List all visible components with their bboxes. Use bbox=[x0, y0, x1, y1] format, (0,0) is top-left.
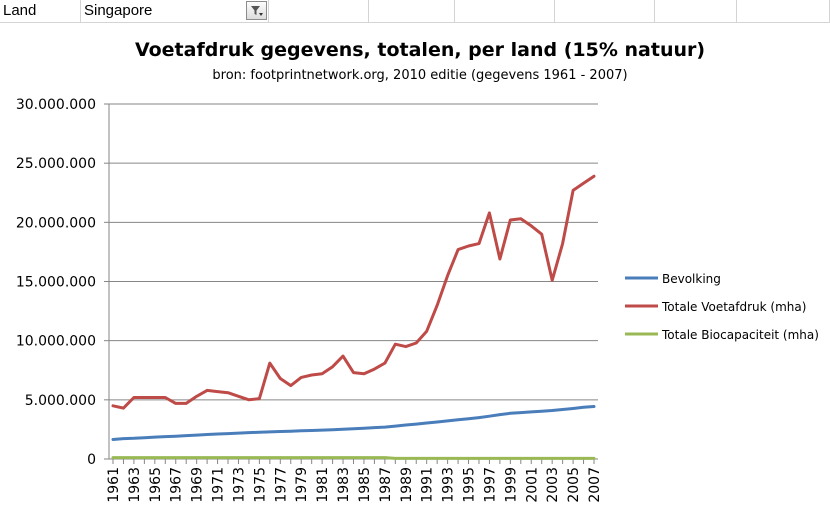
filter-dropdown-button[interactable] bbox=[246, 1, 267, 20]
y-tick-label: 30.000.000 bbox=[16, 97, 96, 113]
x-tick-label: 1997 bbox=[482, 467, 498, 503]
x-tick-label: 1995 bbox=[462, 467, 478, 503]
x-tick-label: 1961 bbox=[106, 467, 122, 503]
legend-label: Bevolking bbox=[662, 272, 721, 286]
x-tick-label: 1981 bbox=[315, 467, 331, 503]
legend-label: Totale Voetafdruk (mha) bbox=[661, 300, 806, 314]
x-tick-label: 1985 bbox=[357, 467, 373, 503]
series-line-1 bbox=[111, 405, 596, 441]
x-tick-label: 1973 bbox=[231, 467, 247, 503]
x-tick-label: 1979 bbox=[294, 467, 310, 503]
x-tick-label: 2001 bbox=[524, 467, 540, 503]
y-tick-label: 0 bbox=[87, 452, 96, 468]
filter-dropdown-icon bbox=[251, 6, 263, 16]
chart-subtitle: bron: footprintnetwork.org, 2010 editie … bbox=[212, 68, 627, 83]
x-tick-label: 1963 bbox=[127, 467, 143, 503]
chart-title: Voetafdruk gegevens, totalen, per land (… bbox=[135, 39, 705, 61]
y-tick-label: 20.000.000 bbox=[16, 215, 96, 231]
country-value-cell[interactable]: Singapore bbox=[81, 0, 269, 22]
y-tick-label: 15.000.000 bbox=[16, 275, 96, 291]
x-tick-label: 1969 bbox=[190, 467, 206, 503]
x-tick-label: 1991 bbox=[420, 467, 436, 503]
x-tick-label: 1989 bbox=[399, 467, 415, 503]
x-tick-label: 1967 bbox=[169, 467, 185, 503]
land-label-cell[interactable]: Land bbox=[0, 0, 81, 22]
legend-label: Totale Biocapaciteit (mha) bbox=[661, 328, 819, 342]
spreadsheet-filter-row: Land Singapore bbox=[0, 0, 830, 23]
empty-cell[interactable] bbox=[655, 0, 737, 22]
x-tick-label: 1993 bbox=[441, 467, 457, 503]
empty-cell[interactable] bbox=[269, 0, 369, 22]
y-tick-label: 10.000.000 bbox=[16, 334, 96, 350]
empty-cell[interactable] bbox=[455, 0, 555, 22]
y-tick-label: 25.000.000 bbox=[16, 156, 96, 172]
x-tick-label: 1971 bbox=[211, 467, 227, 503]
x-tick-label: 2003 bbox=[545, 467, 561, 503]
x-tick-label: 1965 bbox=[148, 467, 164, 503]
x-tick-label: 1999 bbox=[503, 467, 519, 503]
y-tick-label: 5.000.000 bbox=[25, 393, 96, 409]
x-tick-label: 1975 bbox=[252, 467, 268, 503]
empty-cell[interactable] bbox=[369, 0, 455, 22]
x-tick-label: 1977 bbox=[273, 467, 289, 503]
empty-cell[interactable] bbox=[555, 0, 655, 22]
x-tick-label: 2005 bbox=[566, 467, 582, 503]
x-tick-label: 1987 bbox=[378, 467, 394, 503]
series-line-3 bbox=[111, 456, 596, 460]
x-tick-label: 1983 bbox=[336, 467, 352, 503]
x-tick-label: 2007 bbox=[587, 467, 603, 503]
series-line-2 bbox=[111, 174, 596, 410]
